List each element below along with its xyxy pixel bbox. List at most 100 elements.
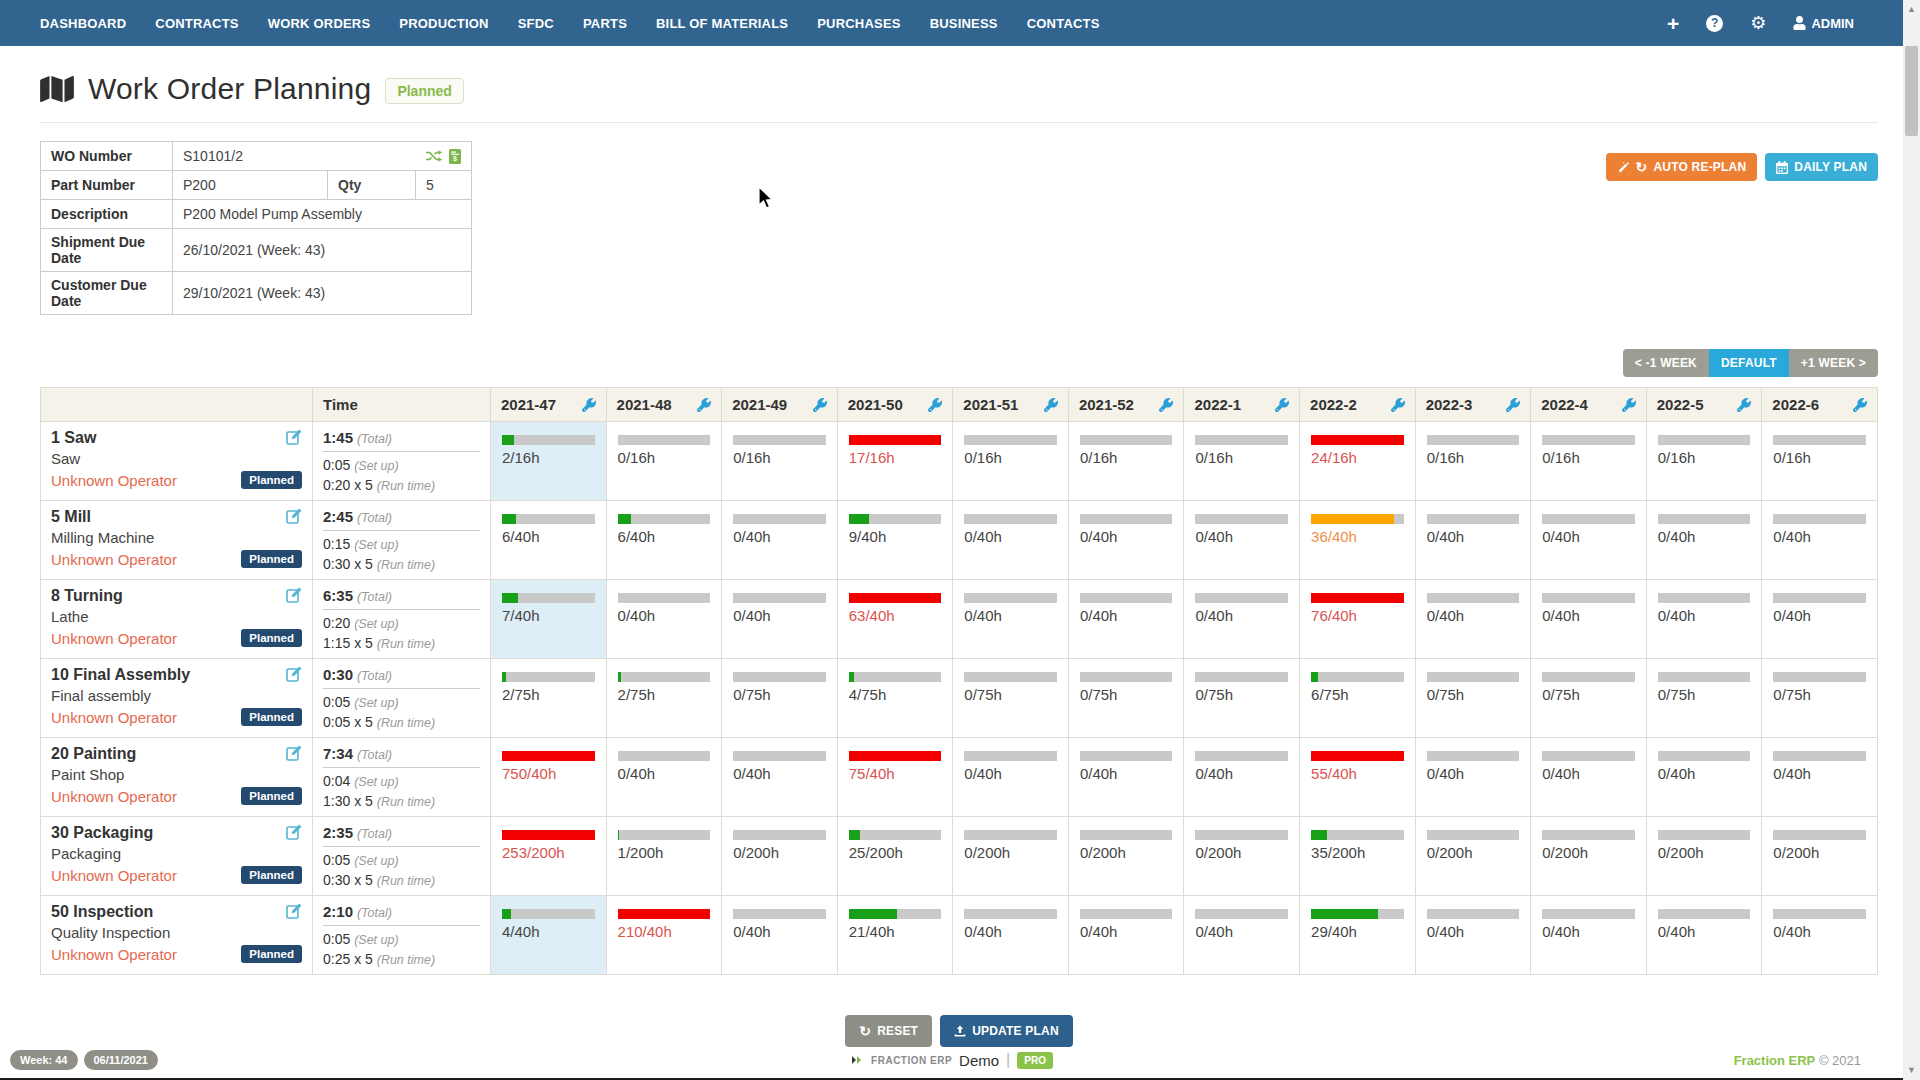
scroll-up-arrow[interactable]: ▲ [1903,0,1920,17]
capacity-cell[interactable]: 0/40h [606,580,722,659]
nav-link[interactable]: SFDC [518,16,554,31]
capacity-cell[interactable]: 0/40h [953,896,1069,975]
prev-week-button[interactable]: < -1 WEEK [1623,349,1709,377]
capacity-cell[interactable]: 0/40h [1184,580,1300,659]
wrench-icon[interactable] [1044,398,1058,412]
capacity-cell[interactable]: 2/16h [491,422,607,501]
capacity-cell[interactable]: 75/40h [837,738,953,817]
capacity-cell[interactable]: 6/40h [606,501,722,580]
capacity-cell[interactable]: 0/16h [1184,422,1300,501]
capacity-cell[interactable]: 0/40h [1415,738,1531,817]
shuffle-icon[interactable] [426,149,442,163]
help-icon[interactable]: ? [1706,15,1723,32]
capacity-cell[interactable]: 4/40h [491,896,607,975]
capacity-cell[interactable]: 0/40h [722,896,838,975]
edit-operation-button[interactable] [286,666,302,682]
scrollbar-thumb[interactable] [1905,46,1918,136]
capacity-cell[interactable]: 253/200h [491,817,607,896]
capacity-cell[interactable]: 17/16h [837,422,953,501]
edit-operation-button[interactable] [286,587,302,603]
capacity-cell[interactable]: 0/75h [1531,659,1647,738]
nav-link[interactable]: DASHBOARD [40,16,126,31]
operator-link[interactable]: Unknown Operator [51,946,177,963]
nav-link[interactable]: PURCHASES [817,16,900,31]
wrench-icon[interactable] [1853,398,1867,412]
capacity-cell[interactable]: 0/40h [1184,896,1300,975]
capacity-cell[interactable]: 6/40h [491,501,607,580]
nav-link[interactable]: BILL OF MATERIALS [656,16,788,31]
wrench-icon[interactable] [582,398,596,412]
capacity-cell[interactable]: 0/40h [1531,896,1647,975]
capacity-cell[interactable]: 21/40h [837,896,953,975]
capacity-cell[interactable]: 35/200h [1300,817,1416,896]
nav-link[interactable]: CONTACTS [1027,16,1100,31]
capacity-cell[interactable]: 0/40h [1531,580,1647,659]
wrench-icon[interactable] [1737,398,1751,412]
capacity-cell[interactable]: 0/75h [1646,659,1762,738]
capacity-cell[interactable]: 76/40h [1300,580,1416,659]
capacity-cell[interactable]: 0/16h [1415,422,1531,501]
operator-link[interactable]: Unknown Operator [51,630,177,647]
capacity-cell[interactable]: 0/40h [1415,896,1531,975]
capacity-cell[interactable]: 0/75h [953,659,1069,738]
capacity-cell[interactable]: 0/200h [1068,817,1184,896]
capacity-cell[interactable]: 2/75h [606,659,722,738]
capacity-cell[interactable]: 0/75h [1068,659,1184,738]
capacity-cell[interactable]: 0/200h [1646,817,1762,896]
wrench-icon[interactable] [697,398,711,412]
nav-link[interactable]: WORK ORDERS [268,16,371,31]
edit-operation-button[interactable] [286,745,302,761]
capacity-cell[interactable]: 0/75h [1415,659,1531,738]
settings-gear-icon[interactable]: ⚙ [1750,12,1766,34]
capacity-cell[interactable]: 0/40h [1531,738,1647,817]
capacity-cell[interactable]: 0/40h [953,738,1069,817]
next-week-button[interactable]: +1 WEEK > [1789,349,1878,377]
capacity-cell[interactable]: 0/75h [722,659,838,738]
capacity-cell[interactable]: 0/200h [953,817,1069,896]
capacity-cell[interactable]: 0/40h [1762,738,1878,817]
nav-link[interactable]: BUSINESS [930,16,998,31]
capacity-cell[interactable]: 0/16h [953,422,1069,501]
capacity-cell[interactable]: 0/16h [1531,422,1647,501]
capacity-cell[interactable]: 0/40h [1531,501,1647,580]
capacity-cell[interactable]: 0/16h [1646,422,1762,501]
capacity-cell[interactable]: 0/40h [1646,896,1762,975]
operator-link[interactable]: Unknown Operator [51,709,177,726]
capacity-cell[interactable]: 0/40h [1646,501,1762,580]
wrench-icon[interactable] [928,398,942,412]
capacity-cell[interactable]: 0/40h [953,580,1069,659]
operator-link[interactable]: Unknown Operator [51,472,177,489]
edit-operation-button[interactable] [286,429,302,445]
admin-menu[interactable]: ADMIN [1793,16,1854,31]
capacity-cell[interactable]: 0/40h [1068,501,1184,580]
capacity-cell[interactable]: 7/40h [491,580,607,659]
capacity-cell[interactable]: 0/200h [1531,817,1647,896]
capacity-cell[interactable]: 0/16h [1762,422,1878,501]
capacity-cell[interactable]: 0/40h [1184,501,1300,580]
auto-replan-button[interactable]: ↻ AUTO RE-PLAN [1606,153,1758,181]
file-invoice-icon[interactable]: $ [449,149,461,164]
edit-operation-button[interactable] [286,824,302,840]
capacity-cell[interactable]: 0/40h [722,738,838,817]
add-icon[interactable]: + [1667,13,1679,34]
capacity-cell[interactable]: 0/40h [722,501,838,580]
capacity-cell[interactable]: 0/40h [1415,580,1531,659]
wrench-icon[interactable] [1391,398,1405,412]
capacity-cell[interactable]: 0/75h [1762,659,1878,738]
capacity-cell[interactable]: 0/200h [1762,817,1878,896]
capacity-cell[interactable]: 0/40h [722,580,838,659]
capacity-cell[interactable]: 0/40h [1068,896,1184,975]
wrench-icon[interactable] [1622,398,1636,412]
default-week-button[interactable]: DEFAULT [1709,349,1789,377]
capacity-cell[interactable]: 24/16h [1300,422,1416,501]
capacity-cell[interactable]: 750/40h [491,738,607,817]
capacity-cell[interactable]: 0/40h [1646,738,1762,817]
capacity-cell[interactable]: 0/40h [606,738,722,817]
nav-link[interactable]: PRODUCTION [399,16,488,31]
operator-link[interactable]: Unknown Operator [51,788,177,805]
capacity-cell[interactable]: 25/200h [837,817,953,896]
capacity-cell[interactable]: 0/40h [1415,501,1531,580]
nav-link[interactable]: PARTS [583,16,627,31]
capacity-cell[interactable]: 36/40h [1300,501,1416,580]
wrench-icon[interactable] [813,398,827,412]
